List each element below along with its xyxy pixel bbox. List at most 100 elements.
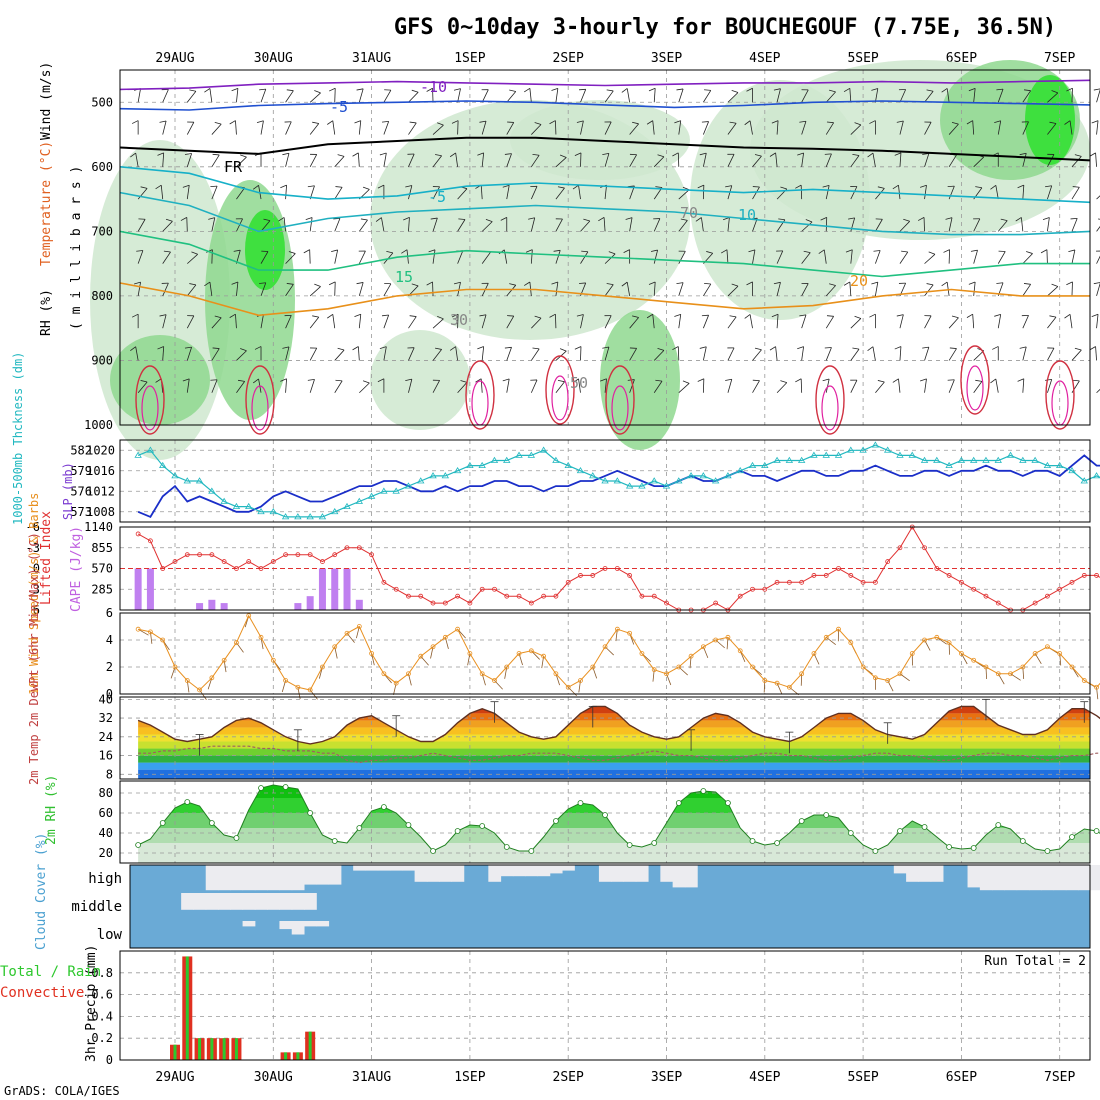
wind-barb-flag bbox=[941, 88, 948, 93]
wind-barb-staff bbox=[531, 348, 540, 361]
wind10-point bbox=[258, 634, 264, 640]
wind-barb-staff bbox=[555, 218, 563, 232]
wind10-point bbox=[946, 640, 952, 646]
wind-barb-flag bbox=[576, 120, 584, 123]
bottom-date-axis: 29AUG 30AUG 31AUG 1SEP 2SEP 3SEP 4SEP 5SEP 6SEP 7… bbox=[155, 1070, 1075, 1085]
wind10-point bbox=[737, 648, 743, 654]
bottom-date-label: 1SEP bbox=[454, 1070, 485, 1085]
wind-barb bbox=[580, 218, 591, 232]
wind-barb-flag bbox=[1068, 249, 1075, 253]
wind-barb bbox=[947, 379, 955, 393]
wind-barb bbox=[797, 346, 805, 361]
wind-barb-staff bbox=[825, 185, 830, 200]
wind-barb-staff bbox=[924, 378, 927, 393]
wind-barb-staff bbox=[1096, 189, 1100, 200]
cloud-cell-middle bbox=[193, 893, 207, 910]
wind10-point bbox=[246, 613, 252, 619]
wind-barb-staff bbox=[358, 282, 364, 297]
wind-barb bbox=[1045, 185, 1053, 200]
cloud-cell-middle bbox=[279, 893, 293, 910]
wind-barb-flag bbox=[752, 379, 760, 382]
wind-barb-flag bbox=[799, 120, 807, 123]
wind-barb bbox=[727, 153, 735, 167]
wind-barb-flag bbox=[312, 121, 319, 124]
wind-barb bbox=[182, 184, 190, 200]
wind10-point bbox=[627, 630, 633, 636]
li-point bbox=[762, 586, 768, 592]
wind-barb-staff bbox=[801, 121, 807, 135]
wind-barb-staff bbox=[948, 379, 955, 393]
bottom-date-label: 30AUG bbox=[254, 1070, 293, 1085]
precip-panel: 00.20.40.60.8 bbox=[91, 950, 1091, 1067]
wind10-point bbox=[713, 637, 719, 643]
top-date-label: 3SEP bbox=[651, 51, 682, 66]
wind-barb-flag bbox=[286, 283, 294, 285]
wind-barb bbox=[506, 315, 515, 329]
wind10-point bbox=[270, 657, 276, 663]
cloud-cell-middle bbox=[181, 893, 194, 910]
wind-barb-staff bbox=[701, 217, 704, 232]
wind-barb bbox=[968, 281, 976, 296]
wind-barb-staff bbox=[825, 122, 834, 135]
cloud-cell-high bbox=[1090, 865, 1100, 891]
wind10-point bbox=[1032, 651, 1038, 656]
thickness-point bbox=[625, 482, 634, 489]
temp-band bbox=[138, 741, 1090, 749]
wind-barb-flag bbox=[130, 152, 136, 158]
wind-barb-flag bbox=[994, 120, 1001, 124]
wind-barb-staff bbox=[1069, 120, 1073, 135]
wind-barb-flag bbox=[252, 378, 259, 384]
wind-barb bbox=[162, 250, 171, 264]
wind-barb bbox=[381, 120, 390, 135]
wind-barb-staff bbox=[1047, 123, 1057, 135]
wind10-point bbox=[283, 678, 288, 683]
cloud-cell-high bbox=[512, 865, 526, 877]
wind-barb bbox=[1047, 90, 1059, 103]
thickness-point bbox=[1031, 456, 1039, 463]
wind-barb-flag bbox=[504, 346, 512, 349]
thickness-point bbox=[785, 456, 794, 463]
wind-barb bbox=[1045, 379, 1053, 393]
wind-barb-flag bbox=[727, 153, 735, 155]
wind-barb bbox=[924, 89, 934, 103]
wind-barb-flag bbox=[549, 120, 556, 125]
wind-barb-flag bbox=[604, 315, 612, 317]
wind-barb bbox=[968, 87, 976, 103]
wind-barb-flag bbox=[263, 218, 271, 222]
thickness-point bbox=[552, 456, 560, 463]
wind-barb-staff bbox=[432, 318, 444, 329]
wind-barb-flag bbox=[682, 380, 690, 384]
cape-ytick: 285 bbox=[91, 582, 113, 596]
rh2m-point bbox=[405, 822, 412, 828]
wind-barb-flag bbox=[780, 186, 787, 190]
wind-barb-staff bbox=[432, 186, 440, 200]
wind-barb-staff bbox=[334, 218, 341, 232]
wind-barb-staff bbox=[1022, 346, 1027, 361]
wind-barb-flag bbox=[648, 87, 656, 92]
wind-barb-staff bbox=[629, 348, 637, 361]
wind-barb-flag bbox=[992, 346, 999, 350]
cloud-cell-high bbox=[254, 865, 268, 891]
wind-barb-flag bbox=[1045, 379, 1052, 381]
run-total: Run Total = 2 bbox=[984, 954, 1086, 969]
wind-barb bbox=[530, 185, 538, 200]
wind-barb-staff bbox=[383, 121, 390, 135]
slp-ylabel: SLP (mb) bbox=[61, 462, 75, 520]
cape-ytick: 570 bbox=[91, 562, 113, 576]
wind-barb bbox=[334, 154, 345, 168]
bottom-date-label: 31AUG bbox=[352, 1070, 391, 1085]
wind-barb-flag bbox=[970, 249, 978, 252]
thickness-point bbox=[699, 472, 708, 479]
cloud-cell-high bbox=[279, 865, 293, 891]
wind-barb-flag bbox=[449, 346, 456, 351]
wind-barb-staff bbox=[626, 88, 631, 103]
wind-barb-flag bbox=[583, 218, 590, 222]
li-point bbox=[148, 538, 153, 544]
wind-barb-flag bbox=[235, 218, 243, 220]
wind-barb-flag bbox=[650, 249, 658, 252]
wind-barb-staff bbox=[211, 317, 222, 329]
wind-barb-staff bbox=[924, 315, 932, 329]
wind-barb bbox=[576, 314, 584, 329]
wind-barb bbox=[850, 315, 862, 329]
